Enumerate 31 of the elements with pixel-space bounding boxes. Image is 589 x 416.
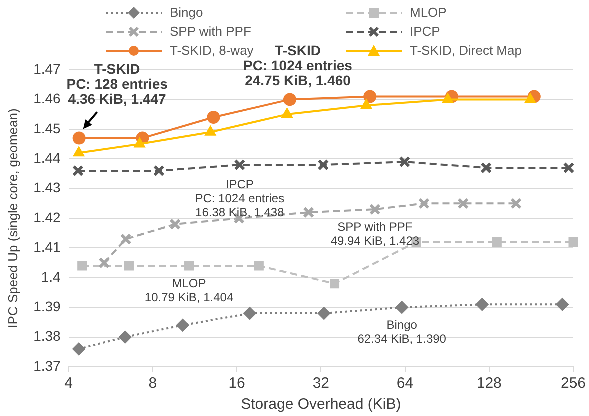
y-tick-label: 1.42 <box>34 209 62 226</box>
y-axis-title: IPC Speed Up (single core, geomean) <box>5 108 20 328</box>
y-tick-label: 1.46 <box>34 90 62 107</box>
x-tick-label: 64 <box>396 375 414 392</box>
annotation: Bingo 62.34 KiB, 1.390 <box>358 318 447 346</box>
legend-label: SPP with PPF <box>170 24 252 39</box>
annotation: IPCP PC: 1024 entries 16.38 KiB, 1.438 <box>195 177 285 220</box>
y-tick-label: 1.43 <box>34 180 62 196</box>
annotation: T-SKID PC: 128 entries 4.36 KiB, 1.447 <box>66 61 168 108</box>
annotation: MLOP 10.79 KiB, 1.404 <box>144 276 234 304</box>
y-tick-label: 1.47 <box>34 60 62 77</box>
x-tick-label: 4 <box>64 375 74 392</box>
x-tick-label: 128 <box>476 375 502 392</box>
legend-label: T-SKID, Direct Map <box>410 43 522 58</box>
legend-label: MLOP <box>410 5 447 20</box>
legend-label: IPCP <box>410 24 440 39</box>
x-tick-label: 256 <box>560 375 586 392</box>
y-tick-label: 1.45 <box>34 120 62 136</box>
x-axis-title: Storage Overhead (KiB) <box>241 396 402 414</box>
annotation: SPP with PPF 49.94 KiB, 1.423 <box>330 220 420 248</box>
y-tick-label: 1.41 <box>34 239 62 256</box>
y-tick-label: 1.39 <box>34 298 62 314</box>
legend-label: T-SKID, 8-way <box>170 43 254 58</box>
x-tick-label: 16 <box>228 375 246 392</box>
x-tick-label: 8 <box>148 375 158 392</box>
y-tick-label: 1.44 <box>34 150 62 166</box>
x-tick-label: 32 <box>312 375 330 392</box>
y-tick-label: 1.4 <box>41 268 62 285</box>
y-tick-label: 1.37 <box>34 358 62 374</box>
y-tick-label: 1.38 <box>34 328 62 344</box>
legend-label: Bingo <box>170 5 204 20</box>
